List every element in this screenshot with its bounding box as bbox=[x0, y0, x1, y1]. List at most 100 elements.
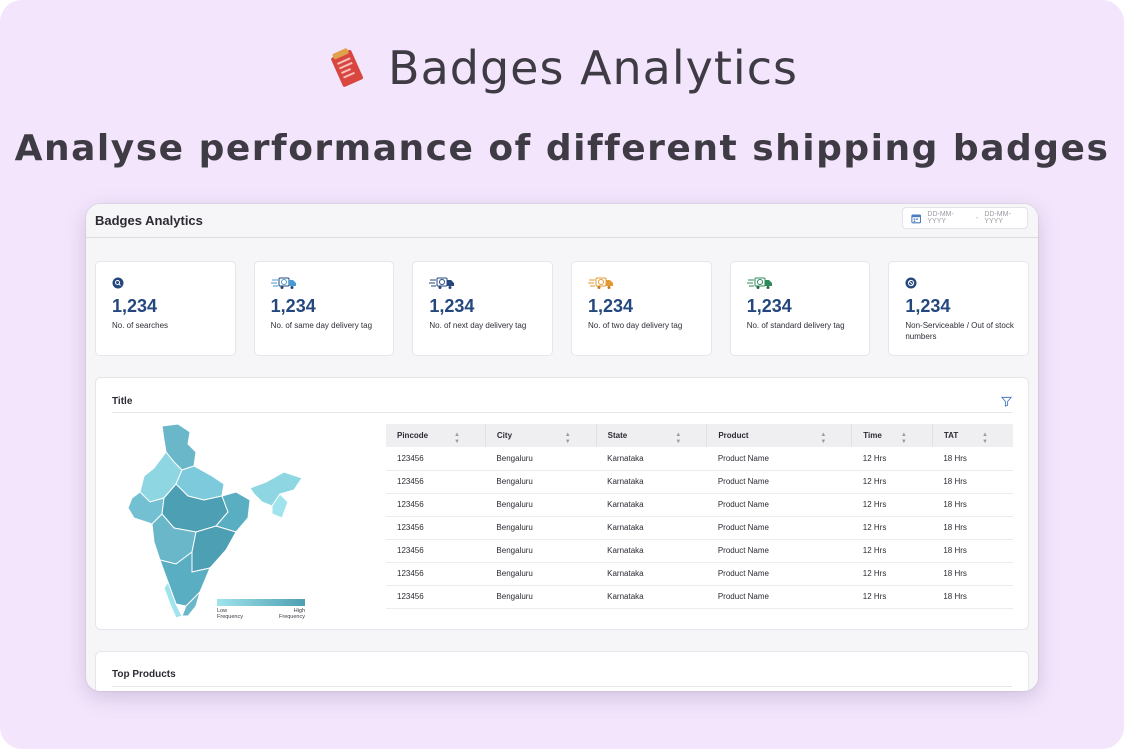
calendar-icon bbox=[911, 214, 922, 223]
top-products-panel: Top Products bbox=[95, 651, 1029, 691]
table-row[interactable]: 123456 Bengaluru Karnataka Product Name … bbox=[386, 539, 1013, 563]
pincode-table: Pincode ▲ ▼ City ▲ ▼ State ▲ ▼ Product ▲ ▼ Time ▲… bbox=[386, 424, 1013, 609]
cell-state: Karnataka bbox=[596, 585, 707, 609]
column-header-state[interactable]: State ▲ ▼ bbox=[596, 424, 708, 447]
column-header-label: State bbox=[607, 431, 628, 440]
cell-product: Product Name bbox=[706, 447, 852, 471]
column-header-tat[interactable]: TAT ▲ ▼ bbox=[932, 424, 1013, 447]
stat-label: No. of standard delivery tag bbox=[746, 321, 845, 330]
cell-tat: 18 Hrs bbox=[932, 493, 1013, 517]
top-products-title: Top Products bbox=[112, 669, 176, 680]
date-from[interactable]: DD-MM-YYYY bbox=[927, 211, 954, 225]
legend-gradient bbox=[217, 599, 305, 606]
panel-divider bbox=[112, 412, 1012, 413]
india-heatmap bbox=[127, 423, 303, 619]
sort-icon[interactable]: ▲ ▼ bbox=[900, 432, 907, 445]
cell-city: Bengaluru bbox=[485, 493, 597, 517]
cell-pincode: 123456 bbox=[386, 562, 486, 586]
map-region-northeast bbox=[249, 471, 303, 507]
cell-city: Bengaluru bbox=[485, 516, 597, 540]
column-header-pincode[interactable]: Pincode ▲ ▼ bbox=[386, 424, 486, 447]
column-header-product[interactable]: Product ▲ ▼ bbox=[706, 424, 853, 447]
sort-icon[interactable]: ▲ ▼ bbox=[564, 432, 571, 445]
table-row[interactable]: 123456 Bengaluru Karnataka Product Name … bbox=[386, 585, 1013, 609]
cell-tat: 18 Hrs bbox=[932, 470, 1013, 494]
app-header: Badges Analytics DD-MM-YYYY - DD-MM-YYYY bbox=[86, 204, 1038, 238]
cell-pincode: 123456 bbox=[386, 493, 486, 517]
cell-time: 12 Hrs bbox=[851, 562, 933, 586]
table-row[interactable]: 123456 Bengaluru Karnataka Product Name … bbox=[386, 562, 1013, 586]
stat-value: 1,234 bbox=[270, 296, 316, 316]
stat-label: No. of next day delivery tag bbox=[429, 321, 527, 330]
legend-high-label: High Frequency bbox=[279, 608, 305, 620]
date-separator: - bbox=[976, 214, 979, 222]
stat-value: 1,234 bbox=[588, 296, 634, 316]
column-header-time[interactable]: Time ▲ ▼ bbox=[851, 424, 933, 447]
two-day-truck-icon bbox=[588, 277, 614, 289]
sort-icon[interactable]: ▲ ▼ bbox=[820, 432, 827, 445]
cell-tat: 18 Hrs bbox=[932, 447, 1013, 471]
cell-state: Karnataka bbox=[596, 470, 707, 494]
stat-card-standard: 1,234 No. of standard delivery tag bbox=[729, 261, 871, 356]
cell-city: Bengaluru bbox=[485, 539, 597, 563]
cell-state: Karnataka bbox=[596, 447, 707, 471]
stat-card-two-day: 1,234 No. of two day delivery tag bbox=[571, 261, 712, 356]
sort-icon[interactable]: ▲ ▼ bbox=[675, 432, 682, 445]
stat-value: 1,234 bbox=[746, 296, 792, 316]
cell-tat: 18 Hrs bbox=[932, 539, 1013, 563]
cell-city: Bengaluru bbox=[485, 562, 597, 586]
stat-label: No. of searches bbox=[112, 321, 169, 330]
cell-city: Bengaluru bbox=[485, 470, 597, 494]
stat-card-non-serviceable: 1,234 Non-Serviceable / Out of stock num… bbox=[888, 261, 1030, 356]
map-region-far-south bbox=[181, 590, 202, 617]
table-row[interactable]: 123456 Bengaluru Karnataka Product Name … bbox=[386, 447, 1013, 471]
panel-title: Title bbox=[112, 396, 133, 407]
cell-state: Karnataka bbox=[596, 562, 707, 586]
cell-time: 12 Hrs bbox=[851, 493, 933, 517]
stat-card-next-day: 1,234 No. of next day delivery tag bbox=[412, 261, 554, 356]
table-row[interactable]: 123456 Bengaluru Karnataka Product Name … bbox=[386, 470, 1013, 494]
cell-pincode: 123456 bbox=[386, 516, 486, 540]
filter-icon[interactable] bbox=[1001, 396, 1012, 407]
cell-city: Bengaluru bbox=[485, 585, 597, 609]
cell-product: Product Name bbox=[706, 516, 852, 540]
sort-icon[interactable]: ▲ ▼ bbox=[453, 432, 460, 445]
app-window: Badges Analytics DD-MM-YYYY - DD-MM-YYYY bbox=[86, 204, 1038, 691]
cell-product: Product Name bbox=[706, 585, 852, 609]
cell-state: Karnataka bbox=[596, 493, 707, 517]
table-row[interactable]: 123456 Bengaluru Karnataka Product Name … bbox=[386, 516, 1013, 540]
table-row[interactable]: 123456 Bengaluru Karnataka Product Name … bbox=[386, 493, 1013, 517]
cell-time: 12 Hrs bbox=[851, 447, 933, 471]
map-region-southwest bbox=[163, 580, 183, 619]
map-region-southeast bbox=[191, 525, 237, 573]
column-header-city[interactable]: City ▲ ▼ bbox=[485, 424, 597, 447]
cell-pincode: 123456 bbox=[386, 447, 486, 471]
search-icon bbox=[112, 277, 124, 289]
next-day-truck-icon bbox=[429, 277, 455, 289]
blocked-icon bbox=[905, 277, 917, 289]
stat-row: 1,234 No. of searches 1,234 No. of same … bbox=[95, 261, 1030, 356]
table-header-row: Pincode ▲ ▼ City ▲ ▼ State ▲ ▼ Product ▲ ▼ Time ▲… bbox=[386, 424, 1013, 447]
stat-value: 1,234 bbox=[429, 296, 475, 316]
date-range-picker[interactable]: DD-MM-YYYY - DD-MM-YYYY bbox=[902, 207, 1028, 229]
panel-divider bbox=[112, 686, 1012, 687]
cell-product: Product Name bbox=[706, 470, 852, 494]
cell-product: Product Name bbox=[706, 493, 852, 517]
column-header-label: Pincode bbox=[397, 431, 429, 440]
column-header-label: TAT bbox=[943, 431, 959, 440]
column-header-label: City bbox=[496, 431, 513, 440]
stat-value: 1,234 bbox=[112, 296, 158, 316]
stat-label: No. of two day delivery tag bbox=[588, 321, 683, 330]
page-title: Badges Analytics bbox=[95, 213, 203, 228]
same-day-truck-icon bbox=[270, 277, 296, 289]
map-region-east bbox=[215, 491, 251, 533]
date-to[interactable]: DD-MM-YYYY bbox=[984, 211, 1011, 225]
cell-time: 12 Hrs bbox=[851, 585, 933, 609]
cell-pincode: 123456 bbox=[386, 470, 486, 494]
cell-pincode: 123456 bbox=[386, 539, 486, 563]
sort-icon[interactable]: ▲ ▼ bbox=[982, 432, 988, 445]
cell-product: Product Name bbox=[706, 539, 852, 563]
cell-tat: 18 Hrs bbox=[932, 562, 1013, 586]
cell-state: Karnataka bbox=[596, 539, 707, 563]
